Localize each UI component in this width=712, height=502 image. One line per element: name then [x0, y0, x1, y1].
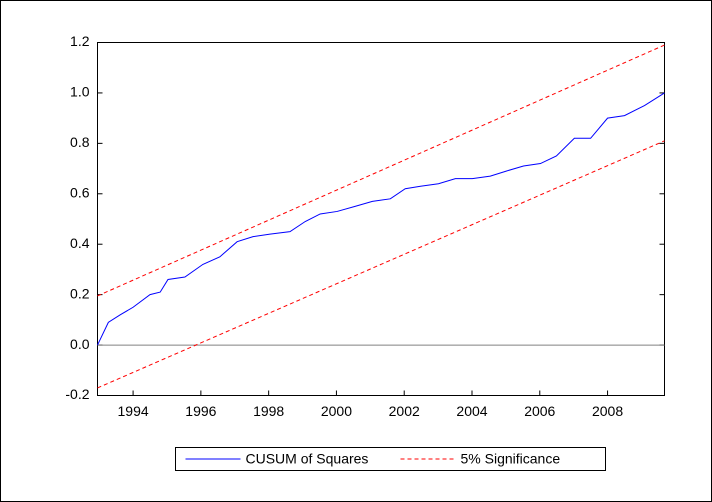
y-tick-label: 0.0 — [70, 336, 90, 352]
y-tick-label: 1.0 — [70, 84, 90, 100]
x-tick-label: 2006 — [524, 403, 555, 419]
x-tick-label: 2002 — [389, 403, 420, 419]
y-tick-label: -0.2 — [65, 386, 89, 402]
y-tick-label: 0.2 — [70, 285, 90, 301]
x-tick-label: 2000 — [321, 403, 352, 419]
x-tick-label: 1994 — [118, 403, 149, 419]
y-tick-label: 0.6 — [70, 184, 90, 200]
chart: -0.2 0.0 0.2 0.4 0.6 0.8 1.0 1.2 1994 1996 1998 200… — [0, 0, 712, 502]
y-tick-label: 1.2 — [70, 33, 90, 49]
frame — [1, 1, 712, 502]
legend-label: CUSUM of Squares — [246, 451, 369, 467]
y-tick-label: 0.4 — [70, 235, 90, 251]
x-tick-label: 1996 — [185, 403, 216, 419]
y-tick-label: 0.8 — [70, 134, 90, 150]
x-tick-label: 2008 — [592, 403, 623, 419]
x-tick-label: 1998 — [253, 403, 284, 419]
x-tick-label: 2004 — [456, 403, 487, 419]
legend-label: 5% Significance — [461, 451, 561, 467]
